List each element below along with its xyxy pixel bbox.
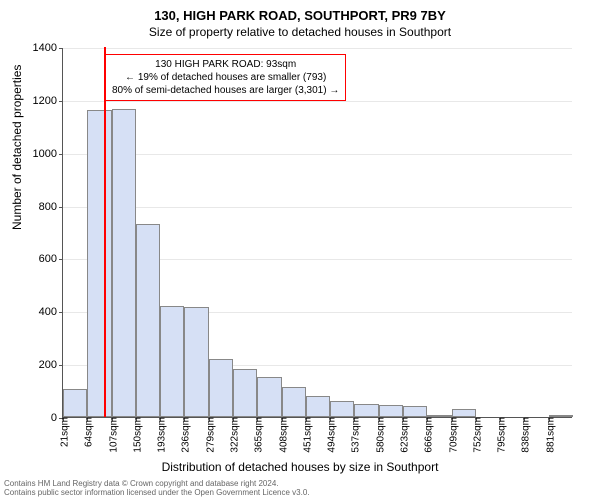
- histogram-bar: [209, 359, 233, 417]
- annotation-line: 80% of semi-detached houses are larger (…: [112, 84, 339, 97]
- footer-line: Contains HM Land Registry data © Crown c…: [4, 479, 310, 489]
- histogram-bar: [379, 405, 403, 417]
- histogram-bar: [112, 109, 136, 417]
- x-tick-label: 881sqm: [541, 417, 556, 453]
- chart-subtitle: Size of property relative to detached ho…: [0, 23, 600, 39]
- y-tick-label: 800: [39, 201, 63, 213]
- x-tick-label: 21sqm: [56, 417, 71, 447]
- x-tick-label: 322sqm: [226, 417, 241, 453]
- x-tick-label: 537sqm: [347, 417, 362, 453]
- annotation-line: ← 19% of detached houses are smaller (79…: [112, 71, 339, 84]
- histogram-bar: [87, 110, 111, 417]
- x-tick-label: 795sqm: [493, 417, 508, 453]
- histogram-bar: [306, 396, 330, 417]
- x-tick-label: 236sqm: [177, 417, 192, 453]
- histogram-bar: [282, 387, 306, 417]
- histogram-bar: [184, 307, 208, 417]
- y-tick-label: 1400: [33, 42, 63, 54]
- x-tick-label: 408sqm: [274, 417, 289, 453]
- chart-title: 130, HIGH PARK ROAD, SOUTHPORT, PR9 7BY: [0, 0, 600, 23]
- histogram-bar: [257, 377, 281, 417]
- x-tick-label: 64sqm: [80, 417, 95, 447]
- x-tick-label: 365sqm: [250, 417, 265, 453]
- gridline: [63, 48, 572, 49]
- y-tick-label: 400: [39, 306, 63, 318]
- annotation-box: 130 HIGH PARK ROAD: 93sqm ← 19% of detac…: [105, 54, 346, 101]
- histogram-bar: [403, 406, 427, 417]
- plot-area: 020040060080010001200140021sqm64sqm107sq…: [62, 48, 572, 418]
- gridline: [63, 154, 572, 155]
- histogram-bar: [452, 409, 476, 417]
- property-marker-line: [104, 47, 106, 417]
- x-tick-label: 451sqm: [298, 417, 313, 453]
- y-tick-label: 200: [39, 359, 63, 371]
- histogram-bar: [330, 401, 354, 417]
- y-tick-label: 600: [39, 253, 63, 265]
- gridline: [63, 207, 572, 208]
- y-axis-label: Number of detached properties: [10, 65, 24, 230]
- histogram-bar: [354, 404, 378, 417]
- x-tick-label: 494sqm: [323, 417, 338, 453]
- histogram-bar: [233, 369, 257, 417]
- footer-line: Contains public sector information licen…: [4, 488, 310, 498]
- histogram-bar: [160, 306, 184, 417]
- x-tick-label: 193sqm: [153, 417, 168, 453]
- x-tick-label: 150sqm: [128, 417, 143, 453]
- x-axis-label: Distribution of detached houses by size …: [0, 460, 600, 474]
- x-tick-label: 838sqm: [517, 417, 532, 453]
- x-tick-label: 279sqm: [201, 417, 216, 453]
- footer-attribution: Contains HM Land Registry data © Crown c…: [4, 479, 310, 498]
- histogram-bar: [136, 224, 160, 417]
- annotation-line: 130 HIGH PARK ROAD: 93sqm: [112, 58, 339, 71]
- x-tick-label: 752sqm: [468, 417, 483, 453]
- histogram-bar: [63, 389, 87, 417]
- chart-container: 130, HIGH PARK ROAD, SOUTHPORT, PR9 7BY …: [0, 0, 600, 500]
- x-tick-label: 623sqm: [396, 417, 411, 453]
- x-tick-label: 666sqm: [420, 417, 435, 453]
- x-tick-label: 107sqm: [104, 417, 119, 453]
- x-tick-label: 580sqm: [371, 417, 386, 453]
- y-tick-label: 1200: [33, 95, 63, 107]
- y-tick-label: 1000: [33, 148, 63, 160]
- x-tick-label: 709sqm: [444, 417, 459, 453]
